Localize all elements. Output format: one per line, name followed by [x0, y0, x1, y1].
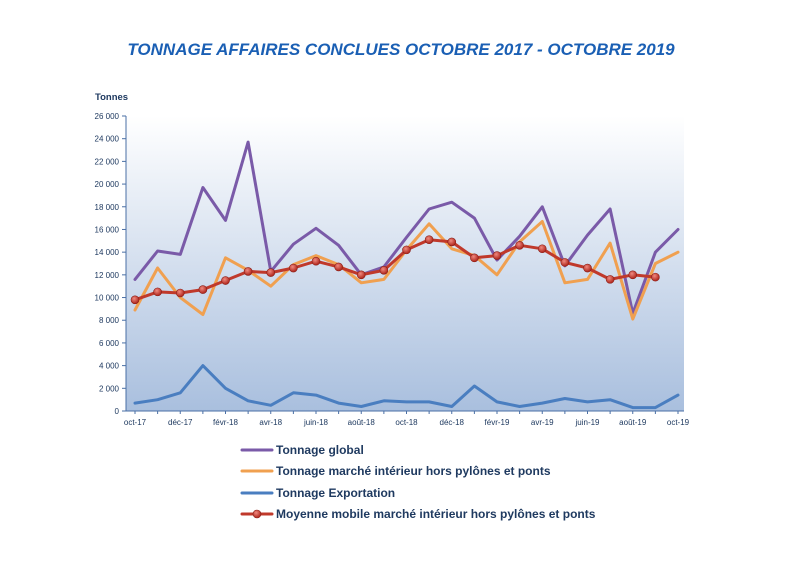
y-tick-label: 22 000 [95, 157, 120, 166]
y-tick-label: 8 000 [99, 316, 120, 325]
legend-label: Tonnage global [276, 442, 364, 457]
legend-swatch [240, 491, 274, 495]
series-point [605, 275, 615, 284]
series-point [221, 276, 230, 285]
x-tick-label: oct-17 [124, 418, 147, 427]
y-tick-label: 26 000 [95, 112, 120, 121]
series-point [198, 285, 208, 294]
series-point [628, 270, 638, 280]
legend: Tonnage global Tonnage marché intérieur h… [240, 439, 595, 525]
series-line-3 [133, 364, 680, 410]
y-tick-label: 4 000 [99, 362, 120, 371]
series-point [447, 237, 457, 247]
legend-item: Tonnage global [240, 439, 595, 461]
y-tick-label: 12 000 [95, 271, 120, 280]
x-tick-label: juin-19 [574, 418, 600, 427]
y-tick-label: 14 000 [95, 248, 120, 257]
y-tick-label: 16 000 [95, 225, 120, 234]
legend-item: Tonnage Exportation [240, 482, 595, 504]
y-tick-label: 6 000 [99, 339, 120, 348]
series-line-1 [133, 140, 680, 315]
y-tick-label: 20 000 [95, 180, 120, 189]
series-point [289, 263, 298, 273]
legend-label: Tonnage Exportation [276, 485, 396, 500]
series-point [266, 268, 276, 277]
series-point [379, 266, 389, 275]
series-point [515, 241, 524, 250]
x-tick-label: juin-18 [303, 418, 329, 427]
series-point [334, 262, 343, 272]
legend-swatch [240, 509, 274, 519]
series-point [130, 295, 140, 305]
plot-area [126, 116, 684, 411]
series-point [356, 270, 366, 280]
y-tick-label: 0 [115, 407, 120, 416]
x-tick-label: avr-18 [259, 418, 282, 427]
x-tick-label: févr-18 [213, 418, 238, 427]
x-tick-label: avr-19 [531, 418, 554, 427]
series-point [560, 258, 570, 267]
x-tick-label: déc-18 [440, 418, 465, 427]
legend-item: Moyenne mobile marché intérieur hors pyl… [240, 504, 595, 526]
y-tick-label: 2 000 [99, 384, 120, 393]
series-point [243, 267, 253, 276]
series-point [153, 287, 162, 297]
chart-title: TONNAGE AFFAIRES CONCLUES OCTOBRE 2017 -… [127, 40, 675, 59]
x-tick-label: févr-19 [485, 418, 510, 427]
x-tick-label: déc-17 [168, 418, 193, 427]
x-tick-label: août-18 [348, 418, 376, 427]
y-tick-label: 18 000 [95, 203, 120, 212]
legend-label: Tonnage marché intérieur hors pylônes et… [276, 464, 551, 479]
x-tick-label: août-19 [619, 418, 647, 427]
x-tick-label: oct-19 [667, 418, 690, 427]
series-point [492, 251, 502, 260]
y-tick-label: 10 000 [95, 294, 120, 303]
series-point [583, 263, 592, 273]
legend-swatch [240, 448, 274, 452]
series-point [402, 245, 411, 255]
series-point [175, 288, 185, 298]
y-axis-label: Tonnes [95, 92, 129, 103]
y-tick-label: 24 000 [95, 135, 120, 144]
series-point [424, 235, 434, 244]
x-tick-label: oct-18 [395, 418, 418, 427]
series-point [470, 253, 479, 263]
legend-swatch [240, 469, 274, 473]
series-point [311, 256, 321, 266]
series-point [537, 244, 547, 254]
series-point [651, 272, 660, 282]
legend-label: Moyenne mobile marché intérieur hors pyl… [276, 507, 596, 522]
legend-item: Tonnage marché intérieur hors pylônes et… [240, 461, 595, 483]
